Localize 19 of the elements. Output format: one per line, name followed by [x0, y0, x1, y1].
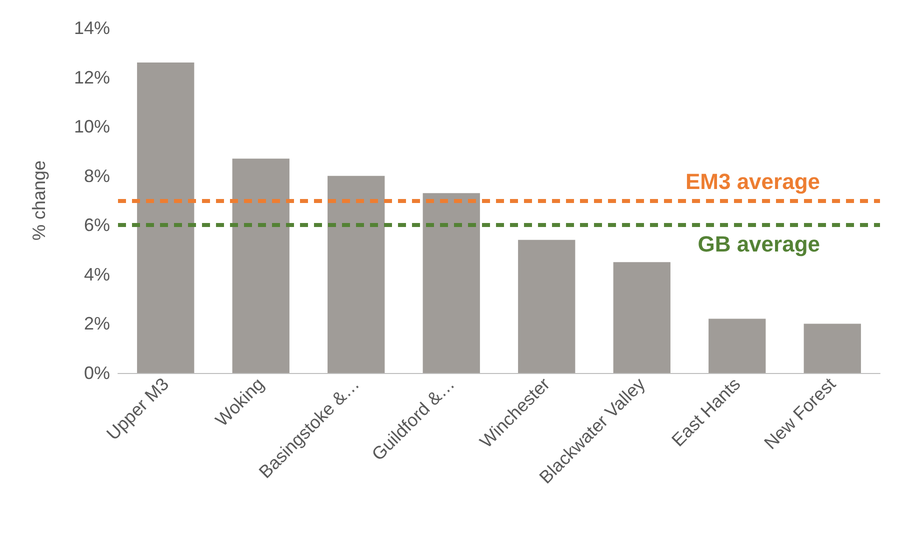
y-tick-label: 8% — [84, 166, 110, 186]
y-tick-label: 6% — [84, 215, 110, 236]
bar — [328, 176, 385, 373]
ref-line-label: GB average — [698, 232, 820, 257]
y-tick-label: 12% — [74, 67, 110, 88]
bar — [518, 240, 576, 373]
bar — [422, 193, 480, 373]
bar — [708, 318, 766, 373]
y-tick-label: 14% — [74, 18, 110, 38]
bar — [804, 324, 861, 373]
ref-line-label: EM3 average — [685, 169, 820, 194]
bar — [613, 262, 670, 373]
y-tick-label: 2% — [84, 314, 110, 334]
bar — [137, 62, 194, 373]
y-tick-label: 10% — [74, 116, 110, 137]
bar — [232, 158, 290, 373]
y-tick-label: 4% — [84, 264, 110, 284]
y-tick-label: 0% — [84, 363, 110, 383]
y-axis-title: % change — [29, 160, 49, 241]
